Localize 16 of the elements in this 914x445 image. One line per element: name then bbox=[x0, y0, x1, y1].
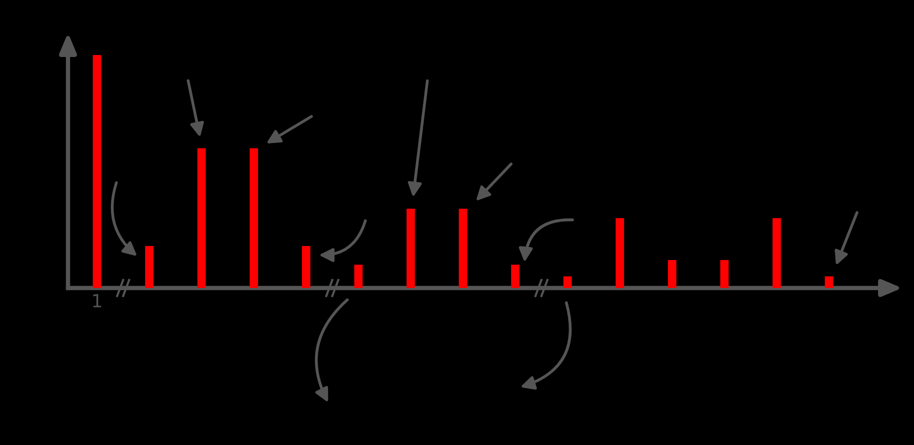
bar bbox=[354, 264, 363, 288]
bar bbox=[197, 148, 206, 288]
bar bbox=[563, 276, 572, 288]
bar bbox=[458, 208, 468, 288]
bar bbox=[250, 148, 258, 288]
bar bbox=[511, 264, 520, 288]
bar bbox=[772, 218, 781, 288]
bar bbox=[720, 260, 729, 288]
bar bbox=[824, 276, 834, 288]
bar bbox=[302, 246, 310, 288]
bar bbox=[92, 55, 102, 288]
bar bbox=[668, 260, 676, 288]
bar bbox=[145, 246, 154, 288]
bar bbox=[406, 208, 415, 288]
x-tick-label: 1 bbox=[93, 294, 102, 308]
bar bbox=[616, 218, 624, 288]
